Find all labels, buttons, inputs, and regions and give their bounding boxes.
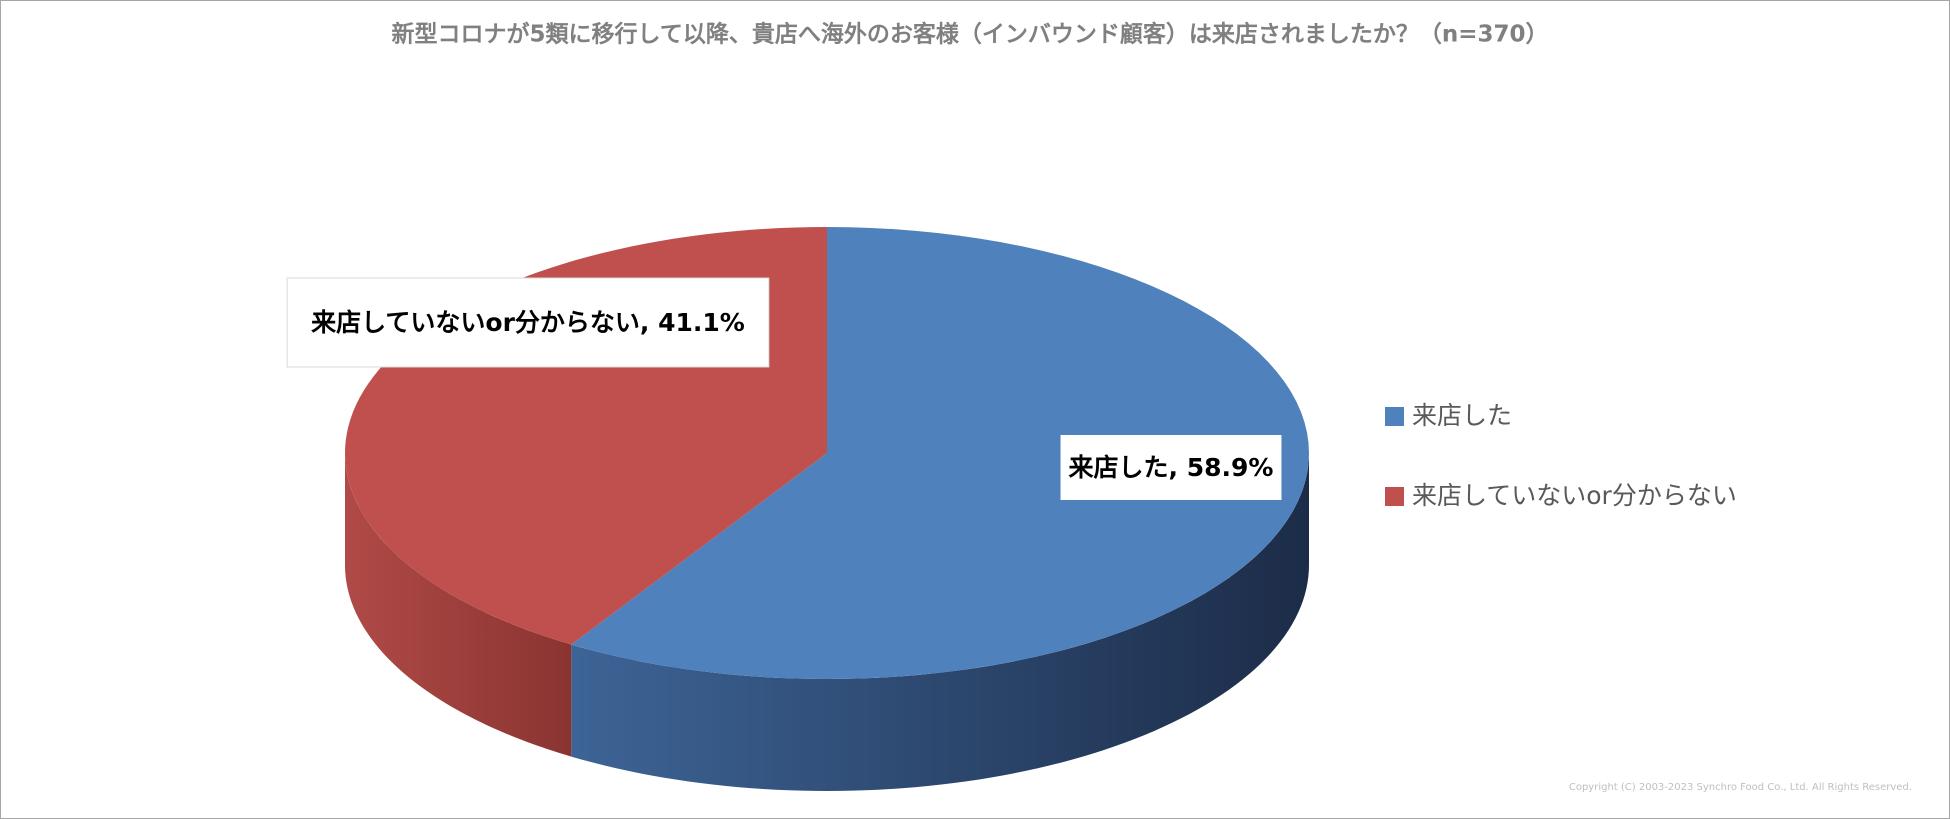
legend-label: 来店していないor分からない — [1412, 481, 1737, 510]
legend-swatch — [1385, 487, 1404, 506]
chart-title: 新型コロナが5類に移行して以降、貴店へ海外のお客様（インバウンド顧客）は来店され… — [392, 21, 1549, 48]
legend-label: 来店した — [1412, 401, 1512, 430]
data-label: 来店していないor分からない, 41.1% — [311, 308, 745, 337]
label-box — [286, 277, 770, 368]
pie-slice — [571, 227, 1309, 679]
legend-swatch — [1385, 407, 1404, 426]
copyright: Copyright (C) 2003-2023 Synchro Food Co.… — [1569, 782, 1912, 793]
pie-side — [345, 453, 572, 757]
label-box — [1060, 435, 1282, 500]
data-label: 来店した, 58.9% — [1069, 453, 1274, 482]
pie-side — [571, 453, 1309, 791]
